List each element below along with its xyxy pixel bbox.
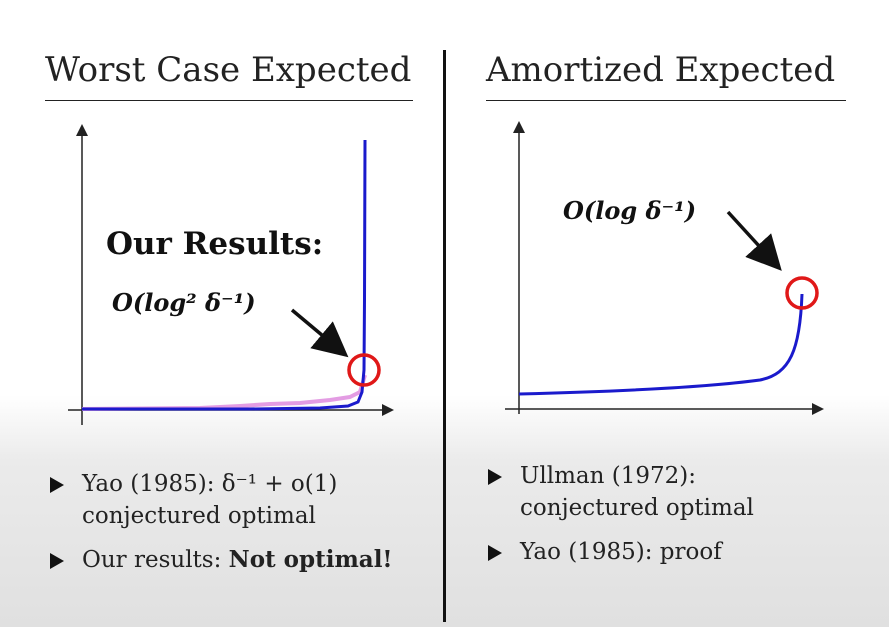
left-annotation-label: O(log² δ⁻¹)	[112, 288, 256, 317]
left-bullet-our-results: Our results: Not optimal!	[50, 544, 435, 576]
left-plot	[68, 124, 394, 425]
left-annotation-arrow	[290, 308, 349, 358]
left-bullets: Yao (1985): δ⁻¹ + o(1) conjectured optim…	[50, 468, 435, 588]
right-annotation-label: O(log δ⁻¹)	[563, 196, 697, 225]
bullet-line: Yao (1985): proof	[520, 539, 722, 565]
bullet-triangle-icon	[50, 477, 64, 493]
right-bullets: Ullman (1972): conjectured optimal Yao (…	[488, 460, 868, 580]
our-results-label: Our Results:	[106, 226, 324, 262]
right-amortized-curve	[518, 293, 804, 396]
bullet-line: conjectured optimal	[520, 495, 754, 521]
right-panel-title: Amortized Expected	[486, 50, 836, 90]
bullet-triangle-icon	[488, 469, 502, 485]
left-worst-case-curve	[82, 139, 367, 411]
right-bullet-yao: Yao (1985): proof	[488, 536, 868, 568]
bullet-triangle-icon	[488, 545, 502, 561]
left-panel-title: Worst Case Expected	[45, 50, 412, 90]
bullet-triangle-icon	[50, 553, 64, 569]
left-title-underline	[45, 100, 413, 101]
bullet-line: Yao (1985): δ⁻¹ + o(1)	[82, 471, 338, 497]
left-highlight-circle	[347, 353, 381, 387]
right-plot	[505, 121, 824, 415]
panel-divider	[443, 50, 446, 622]
bullet-prefix: Our results:	[82, 547, 229, 573]
left-bullet-yao: Yao (1985): δ⁻¹ + o(1) conjectured optim…	[50, 468, 435, 532]
right-bullet-ullman: Ullman (1972): conjectured optimal	[488, 460, 868, 524]
bullet-line: conjectured optimal	[82, 503, 316, 529]
left-baseline-curve	[81, 374, 367, 411]
bullet-bold: Not optimal!	[228, 546, 393, 573]
right-title-underline	[486, 100, 846, 101]
bullet-line: Ullman (1972):	[520, 463, 696, 489]
right-annotation-arrow	[726, 210, 782, 271]
right-highlight-circle	[785, 276, 819, 310]
